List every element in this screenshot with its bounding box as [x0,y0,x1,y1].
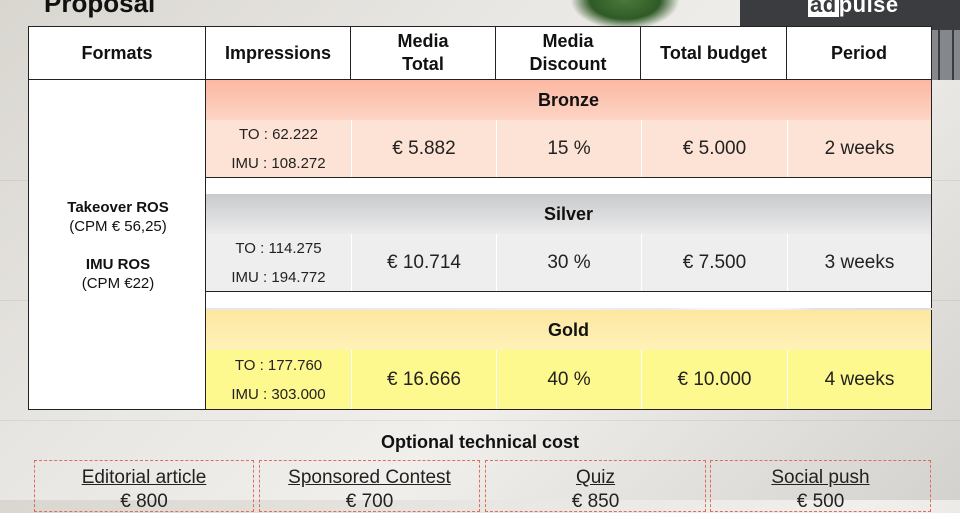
optional-item-price: € 700 [345,491,394,512]
media-total-cell: € 5.882 [351,120,496,177]
optional-item-price: € 800 [120,491,168,512]
header-total-budget: Total budget [640,26,787,80]
discount-cell: 15 % [496,120,641,177]
slide-title: Proposal [44,0,156,18]
optional-item-price: € 850 [571,491,620,512]
optional-item-label: Quiz [575,467,616,488]
period-cell: 4 weeks [787,350,931,409]
tier-row-gold: TO : 177.760 IMU : 303.000 € 16.666 40 % … [206,350,932,410]
impressions-cell: TO : 114.275 IMU : 194.772 [231,239,326,286]
budget-cell: € 5.000 [641,120,787,177]
plant-decoration [570,0,680,30]
tier-header-bronze: Bronze [206,80,932,120]
tier-spacer [206,178,932,194]
wood-plank-line [0,420,960,421]
tier-row-silver: TO : 114.275 IMU : 194.772 € 10.714 30 % … [206,234,932,292]
tier-header-gold: Gold [206,310,932,350]
header-period: Period [786,26,932,80]
optional-item-price: € 500 [796,491,845,512]
proposal-table: Formats Impressions Media Total Media Disc… [28,26,932,410]
optional-item-editorial: Editorial article € 800 [34,460,254,512]
media-total-cell: € 10.714 [351,234,496,291]
tier-row-bronze: TO : 62.222 IMU : 108.272 € 5.882 15 % € … [206,120,932,178]
tier-spacer [206,292,932,308]
optional-cost-title: Optional technical cost [380,432,580,452]
optional-item-label: Sponsored Contest [288,467,451,488]
period-cell: 3 weeks [787,234,931,291]
budget-cell: € 10.000 [641,350,787,409]
optional-item-label: Editorial article [81,467,207,488]
header-media-discount: Media Discount [495,26,641,80]
formats-cell: Takeover ROS (CPM € 56,25) IMU ROS (CPM … [28,80,206,410]
media-total-cell: € 16.666 [351,350,496,409]
discount-cell: 30 % [496,234,641,291]
optional-item-social: Social push € 500 [710,460,931,512]
period-cell: 2 weeks [787,120,931,177]
header-impressions: Impressions [205,26,351,80]
optional-item-contest: Sponsored Contest € 700 [259,460,480,512]
format-takeover: Takeover ROS (CPM € 56,25) [67,199,169,235]
brand-logo: adpulse [808,0,899,18]
impressions-cell: TO : 177.760 IMU : 303.000 [231,356,326,403]
discount-cell: 40 % [496,350,641,409]
optional-item-quiz: Quiz € 850 [485,460,706,512]
impressions-cell: TO : 62.222 IMU : 108.272 [231,125,326,172]
header-formats: Formats [28,26,206,80]
header-media-total: Media Total [350,26,496,80]
optional-item-label: Social push [771,467,870,488]
format-imu: IMU ROS (CPM €22) [81,256,155,292]
tier-header-silver: Silver [206,194,932,234]
budget-cell: € 7.500 [641,234,787,291]
